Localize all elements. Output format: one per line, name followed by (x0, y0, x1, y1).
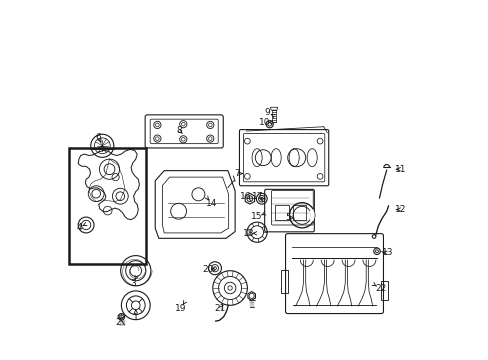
Text: 19: 19 (174, 305, 186, 313)
Bar (69, 148, 146, 264)
Text: 12: 12 (395, 205, 406, 214)
Text: 15: 15 (251, 212, 263, 221)
Text: 13: 13 (381, 248, 393, 257)
Text: 14: 14 (205, 199, 217, 208)
Text: 11: 11 (394, 165, 406, 174)
Text: 3: 3 (130, 279, 136, 288)
Wedge shape (308, 209, 314, 221)
Text: 10: 10 (258, 118, 269, 127)
Text: 18: 18 (243, 229, 254, 238)
Text: 21: 21 (214, 305, 225, 313)
Text: 22: 22 (374, 284, 386, 293)
Text: 5: 5 (285, 213, 291, 222)
Text: 20: 20 (202, 265, 213, 274)
Bar (280, 270, 288, 292)
Text: 7: 7 (234, 169, 240, 178)
Text: 16: 16 (239, 192, 250, 201)
Text: 17: 17 (252, 192, 264, 201)
Text: 9: 9 (264, 108, 269, 117)
Text: 4: 4 (76, 223, 81, 232)
Text: 6: 6 (96, 133, 102, 142)
Bar (380, 281, 387, 300)
Bar (275, 205, 288, 220)
Bar (292, 205, 305, 220)
Text: 8: 8 (176, 126, 182, 135)
Text: 2: 2 (115, 318, 121, 327)
Text: 1: 1 (133, 313, 139, 322)
